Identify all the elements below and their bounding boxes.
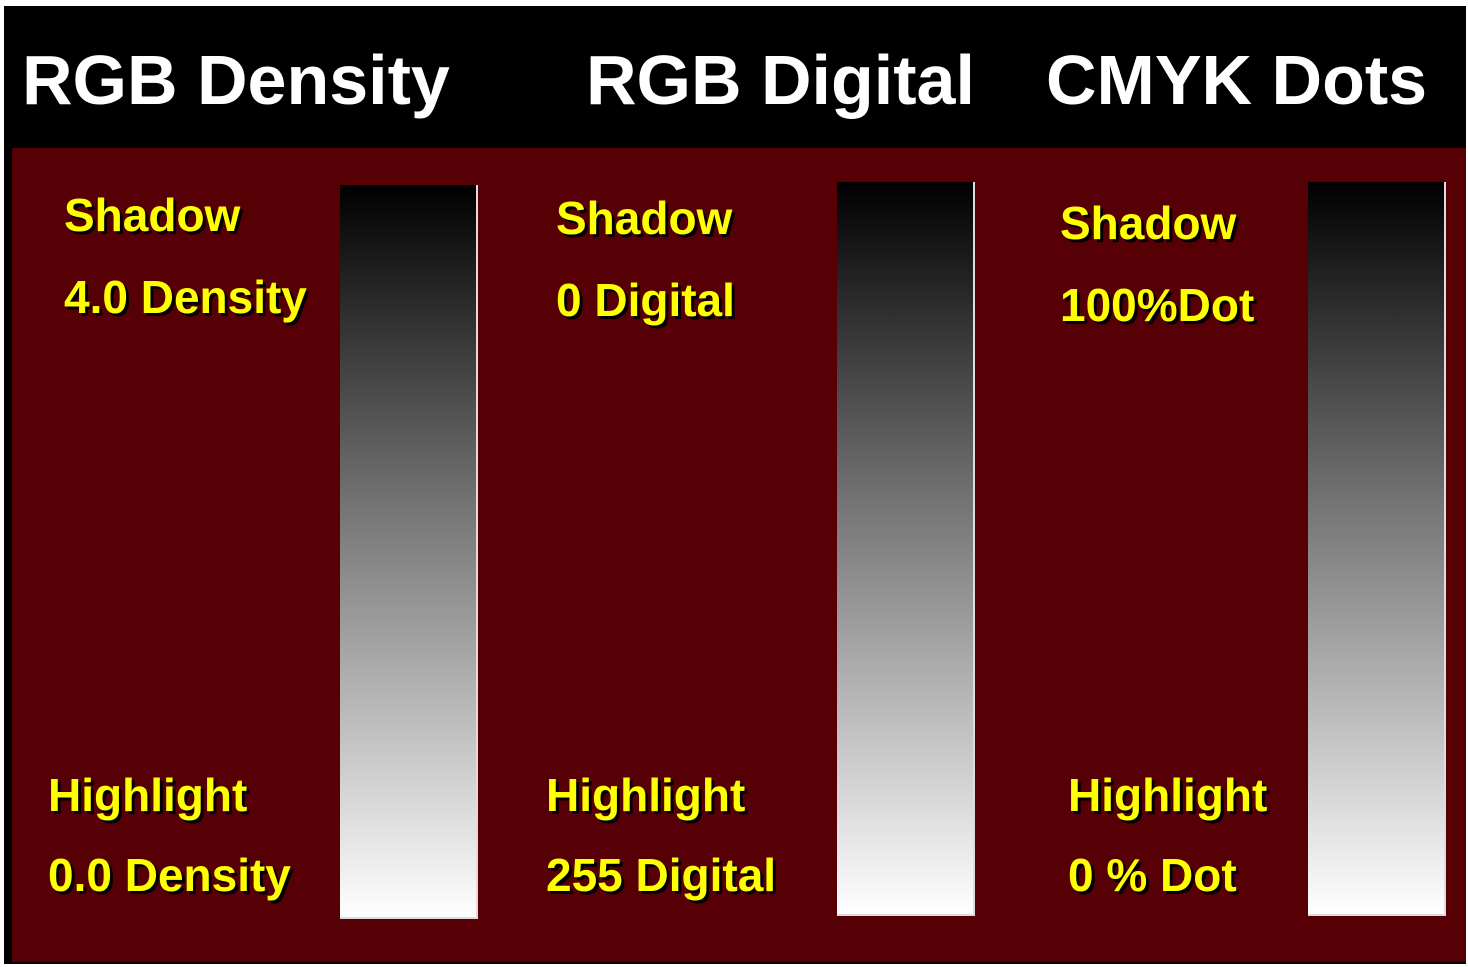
highlight-label: Highlight <box>1068 769 1268 821</box>
highlight-label: Highlight <box>546 769 746 821</box>
highlight-value: 0.0 Density <box>48 849 291 901</box>
highlight-label: Highlight <box>48 769 248 821</box>
gradient-bar <box>1308 182 1446 916</box>
highlight-value: 0 % Dot <box>1068 849 1237 901</box>
gradient-bar <box>837 182 975 916</box>
highlight-value: 255 Digital <box>546 849 777 901</box>
column-title: RGB Density <box>22 41 450 119</box>
panel <box>12 148 1466 962</box>
shadow-label: Shadow <box>556 192 733 244</box>
shadow-label: Shadow <box>1060 197 1237 249</box>
shadow-value: 0 Digital <box>556 274 735 326</box>
gradient-bar <box>340 185 478 919</box>
shadow-value: 100%Dot <box>1060 279 1255 331</box>
shadow-value: 4.0 Density <box>64 271 307 323</box>
shadow-label: Shadow <box>64 189 241 241</box>
column-title: CMYK Dots <box>1046 41 1428 119</box>
column-title: RGB Digital <box>586 41 975 119</box>
